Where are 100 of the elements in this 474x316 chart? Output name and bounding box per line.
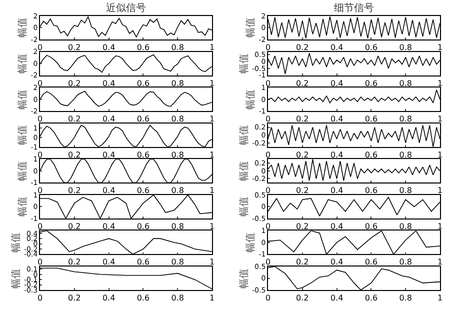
x-tick-label: 1 <box>209 78 215 88</box>
x-tick-label: 1 <box>437 222 443 231</box>
x-tick-label: 0.6 <box>136 150 150 160</box>
y-axis-title: 幅值 <box>16 125 29 146</box>
x-tick-label: 0.8 <box>399 150 412 160</box>
y-axis-title: 幅值 <box>16 89 29 110</box>
line-series <box>268 16 440 39</box>
y-axis-title: 幅值 <box>16 196 29 217</box>
line-series <box>40 54 212 73</box>
x-tick-label: 0.6 <box>136 186 150 196</box>
x-tick-label: 0.6 <box>364 186 378 196</box>
x-tick-label: 0.4 <box>330 294 344 302</box>
x-tick-label: 0.4 <box>330 78 344 88</box>
x-tick-label: 0.6 <box>364 258 378 267</box>
x-tick-label: 0.6 <box>136 294 150 302</box>
y-axis-title: 幅值 <box>238 268 250 288</box>
x-tick-label: 1 <box>209 222 215 231</box>
x-tick-label: 0.6 <box>364 222 378 231</box>
x-tick-label: 0.2 <box>296 258 309 267</box>
x-tick-label: 0.4 <box>330 222 344 231</box>
x-tick-label: 0.6 <box>136 258 150 267</box>
x-tick-label: 0.2 <box>296 222 309 231</box>
x-tick-label: 0.8 <box>399 78 412 88</box>
x-tick-label: 1 <box>209 258 215 267</box>
x-tick-label: 0.2 <box>296 186 309 196</box>
x-tick-label: 0.8 <box>171 222 184 231</box>
x-tick-label: 1 <box>437 294 443 302</box>
x-tick-label: 0.8 <box>171 186 184 196</box>
y-axis-title: 幅值 <box>244 232 257 252</box>
x-tick-label: 0.8 <box>171 258 184 267</box>
x-tick-label: 0.6 <box>364 42 378 52</box>
x-tick-label: 0.8 <box>399 294 412 302</box>
x-tick-label: 0.4 <box>330 186 344 196</box>
line-series <box>40 16 212 38</box>
x-tick-label: 0.2 <box>296 150 309 160</box>
y-axis-title: 幅值 <box>244 89 257 110</box>
x-tick-label: 0.8 <box>171 114 184 124</box>
x-tick-label: 0.6 <box>136 78 150 88</box>
x-tick-label: 0.2 <box>68 222 81 231</box>
x-tick-label: 0.4 <box>102 42 116 52</box>
x-tick-label: 1 <box>437 258 443 267</box>
x-tick-label: 1 <box>209 114 215 124</box>
line-series <box>40 90 212 107</box>
x-tick-label: 0.4 <box>102 114 116 124</box>
line-series <box>268 196 440 216</box>
y-axis-title: 幅值 <box>16 54 29 74</box>
x-tick-label: 0.4 <box>102 186 116 196</box>
x-tick-label: 0.4 <box>330 114 344 124</box>
x-tick-label: 1 <box>209 42 215 52</box>
x-tick-label: 0.2 <box>68 294 81 302</box>
x-tick-label: 0.4 <box>330 150 344 160</box>
x-tick-label: 0.8 <box>171 78 184 88</box>
x-tick-label: 1 <box>437 78 443 88</box>
x-tick-label: 0.8 <box>171 294 184 302</box>
x-tick-label: 0.8 <box>171 150 184 160</box>
x-tick-label: 1 <box>437 114 443 124</box>
line-series <box>40 194 212 218</box>
x-tick-label: 0.4 <box>330 258 344 267</box>
line-series <box>268 230 440 254</box>
x-tick-label: 1 <box>437 150 443 160</box>
chart-title: 细节信号 <box>334 2 374 14</box>
x-tick-label: 0.6 <box>364 150 378 160</box>
x-tick-label: 0.4 <box>102 78 116 88</box>
x-tick-label: 0.8 <box>399 222 412 231</box>
y-axis-title: 幅值 <box>10 268 22 288</box>
x-tick-label: 0.6 <box>364 114 378 124</box>
x-tick-label: 0.4 <box>330 42 344 52</box>
x-tick-label: 0.8 <box>171 42 184 52</box>
line-series <box>268 124 440 147</box>
x-tick-label: 0.6 <box>136 222 150 231</box>
line-series <box>40 124 212 147</box>
x-tick-label: 0.2 <box>68 114 81 124</box>
y-axis-title: 幅值 <box>238 125 250 146</box>
x-tick-label: 0.6 <box>364 294 378 302</box>
x-tick-label: 0.6 <box>136 42 150 52</box>
x-tick-label: 0.8 <box>399 114 412 124</box>
line-series <box>268 52 440 74</box>
x-tick-label: 0.2 <box>68 150 81 160</box>
x-tick-label: 0.6 <box>136 114 150 124</box>
x-tick-label: 0.4 <box>102 150 116 160</box>
x-tick-label: 0.2 <box>68 78 81 88</box>
x-tick-label: 0.6 <box>364 78 378 88</box>
y-axis-title: 幅值 <box>244 18 257 38</box>
y-axis-title: 幅值 <box>16 160 29 181</box>
line-series <box>268 159 440 182</box>
x-tick-label: 1 <box>437 186 443 196</box>
x-tick-label: 0.4 <box>102 222 116 231</box>
x-tick-label: 0.2 <box>68 258 81 267</box>
y-axis-title: 幅值 <box>10 232 22 252</box>
x-tick-label: 1 <box>209 150 215 160</box>
x-tick-label: 1 <box>437 42 443 52</box>
x-tick-label: 0.8 <box>399 258 412 267</box>
x-tick-label: 0.2 <box>68 42 81 52</box>
x-tick-label: 0.2 <box>68 186 81 196</box>
y-axis-title: 幅值 <box>16 18 29 38</box>
y-axis-title: 幅值 <box>238 196 250 217</box>
line-series <box>40 159 212 183</box>
y-axis-title: 幅值 <box>238 54 250 74</box>
x-tick-label: 0.2 <box>296 42 309 52</box>
x-tick-label: 0.2 <box>296 294 309 302</box>
